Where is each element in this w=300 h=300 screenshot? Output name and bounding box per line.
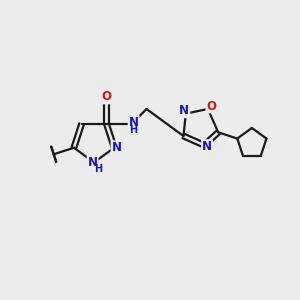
Text: H: H (130, 125, 138, 136)
Text: N: N (129, 116, 139, 129)
Text: N: N (88, 156, 98, 169)
Text: N: N (179, 104, 189, 117)
Text: O: O (101, 90, 112, 104)
Text: N: N (112, 141, 122, 154)
Text: O: O (206, 100, 216, 112)
Text: H: H (94, 164, 102, 174)
Text: N: N (202, 140, 212, 153)
